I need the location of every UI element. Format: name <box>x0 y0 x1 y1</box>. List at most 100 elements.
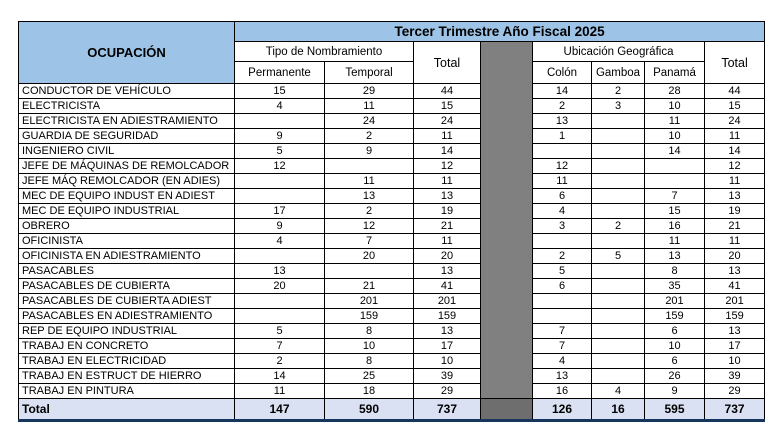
gamboa-cell <box>591 308 645 324</box>
permanente-cell: 9 <box>234 128 325 144</box>
occupation-cell: INGENIERO CIVIL <box>18 143 235 159</box>
location-total-cell: 20 <box>703 248 766 264</box>
appointment-total-cell: 29 <box>413 383 481 399</box>
total-panama-cell: 595 <box>644 398 705 422</box>
appointment-total-cell: 14 <box>413 143 481 159</box>
colon-cell: 4 <box>532 353 592 369</box>
table-row: MEC DE EQUIPO INDUST EN ADIEST 13 13 6 7 13 <box>18 188 766 204</box>
appointment-type-group-header: Tipo de Nombramiento <box>234 41 414 62</box>
panama-cell: 15 <box>644 203 705 219</box>
temporal-cell: 8 <box>324 323 414 339</box>
colon-cell: 1 <box>532 128 592 144</box>
appointment-total-cell: 159 <box>413 308 481 324</box>
temporal-cell: 11 <box>324 173 414 189</box>
permanente-cell: 12 <box>234 158 325 174</box>
temporal-column-header: Temporal <box>324 61 414 84</box>
table-row: ELECTRICISTA EN ADIESTRAMIENTO 24 24 13 11 24 <box>18 113 766 129</box>
permanente-cell <box>234 173 325 189</box>
panama-cell: 10 <box>644 128 705 144</box>
temporal-cell: 8 <box>324 353 414 369</box>
colon-cell: 7 <box>532 323 592 339</box>
location-total-cell: 10 <box>703 353 766 369</box>
panama-cell: 7 <box>644 188 705 204</box>
gamboa-cell <box>591 323 645 339</box>
appointment-total-cell: 19 <box>413 203 481 219</box>
permanente-cell: 5 <box>234 323 325 339</box>
occupation-cell: MEC DE EQUIPO INDUST EN ADIEST <box>18 188 235 204</box>
panama-cell: 28 <box>644 83 705 99</box>
colon-cell <box>532 143 592 159</box>
location-total-header: Total <box>703 41 766 84</box>
location-total-cell: 39 <box>703 368 766 384</box>
location-total-cell: 19 <box>703 203 766 219</box>
occupation-cell: JEFE DE MÁQUINAS DE REMOLCADOR <box>18 158 235 174</box>
fiscal-quarter-banner: Tercer Trimestre Año Fiscal 2025 <box>233 21 766 42</box>
table-row: TRABAJ EN ELECTRICIDAD 2 8 10 4 6 10 <box>18 353 766 369</box>
location-total-cell: 201 <box>703 293 766 309</box>
gamboa-cell <box>591 263 645 279</box>
total-permanente-cell: 147 <box>234 398 325 422</box>
location-total-cell: 159 <box>703 308 766 324</box>
gamboa-cell <box>591 293 645 309</box>
location-total-cell: 13 <box>703 323 766 339</box>
panama-column-header: Panamá <box>644 61 705 84</box>
permanente-cell: 2 <box>234 353 325 369</box>
permanente-cell: 15 <box>234 83 325 99</box>
appointment-total-cell: 17 <box>413 338 481 354</box>
table-row: MEC DE EQUIPO INDUSTRIAL 17 2 19 4 15 19 <box>18 203 766 219</box>
temporal-cell: 25 <box>324 368 414 384</box>
panama-cell: 201 <box>644 293 705 309</box>
appointment-total-cell: 39 <box>413 368 481 384</box>
colon-cell: 2 <box>532 98 592 114</box>
location-total-cell: 13 <box>703 188 766 204</box>
permanente-cell <box>234 308 325 324</box>
gamboa-cell <box>591 338 645 354</box>
colon-cell: 12 <box>532 158 592 174</box>
occupation-column-header: OCUPACIÓN <box>18 21 235 84</box>
total-gamboa-cell: 16 <box>591 398 645 422</box>
panama-cell: 16 <box>644 218 705 234</box>
table-row: TRABAJ EN CONCRETO 7 10 17 7 10 17 <box>18 338 766 354</box>
gamboa-cell: 5 <box>591 248 645 264</box>
location-total-cell: 11 <box>703 173 766 189</box>
location-total-cell: 11 <box>703 233 766 249</box>
permanente-cell: 5 <box>234 143 325 159</box>
panama-cell: 35 <box>644 278 705 294</box>
permanente-cell <box>234 113 325 129</box>
location-total-cell: 24 <box>703 113 766 129</box>
grand-total-row: Total 147 590 737 126 16 595 737 <box>18 398 766 422</box>
location-total-cell: 29 <box>703 383 766 399</box>
total-label-cell: Total <box>18 398 235 422</box>
table-row: PASACABLES 13 13 5 8 13 <box>18 263 766 279</box>
location-total-cell: 12 <box>703 158 766 174</box>
gamboa-cell <box>591 143 645 159</box>
occupation-cell: REP DE EQUIPO INDUSTRIAL <box>18 323 235 339</box>
temporal-cell: 2 <box>324 203 414 219</box>
appointment-total-cell: 24 <box>413 113 481 129</box>
occupation-cell: GUARDIA DE SEGURIDAD <box>18 128 235 144</box>
colon-cell <box>532 233 592 249</box>
panama-cell: 11 <box>644 113 705 129</box>
gamboa-cell: 2 <box>591 218 645 234</box>
temporal-cell: 29 <box>324 83 414 99</box>
gamboa-cell: 3 <box>591 98 645 114</box>
appointment-total-cell: 20 <box>413 248 481 264</box>
table-row: TRABAJ EN PINTURA 11 18 29 16 4 9 29 <box>18 383 766 399</box>
geographic-location-group-header: Ubicación Geográfica <box>532 41 705 62</box>
occupation-cell: PASACABLES EN ADIESTRAMIENTO <box>18 308 235 324</box>
separator-column-total-segment <box>480 398 533 422</box>
total-location-cell: 737 <box>703 398 766 422</box>
permanente-cell: 14 <box>234 368 325 384</box>
panama-cell <box>644 173 705 189</box>
gamboa-cell <box>591 233 645 249</box>
occupation-cell: JEFE MÁQ REMOLCADOR (EN ADIES) <box>18 173 235 189</box>
location-total-cell: 41 <box>703 278 766 294</box>
temporal-cell: 9 <box>324 143 414 159</box>
separator-column <box>480 41 533 399</box>
occupation-table: OCUPACIÓN Tercer Trimestre Año Fiscal 20… <box>18 21 766 422</box>
permanente-cell: 11 <box>234 383 325 399</box>
table-row: JEFE MÁQ REMOLCADOR (EN ADIES) 11 11 11 11 <box>18 173 766 189</box>
temporal-cell <box>324 158 414 174</box>
occupation-cell: OBRERO <box>18 218 235 234</box>
